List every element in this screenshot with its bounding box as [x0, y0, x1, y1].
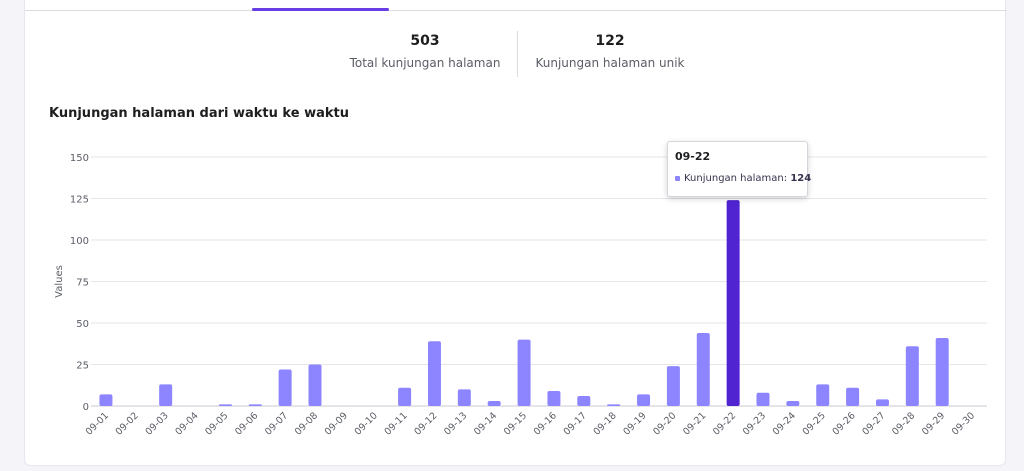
total-visits-value: 503	[410, 33, 440, 49]
tooltip-row: Kunjungan halaman: 124	[675, 173, 811, 184]
x-tick-label: 09-30	[950, 410, 977, 437]
unique-visits-stat: 122 Kunjungan halaman unik	[535, 30, 685, 70]
bar-09-11	[398, 387, 412, 406]
x-tick-label: 09-12	[412, 410, 439, 437]
x-tick-label: 09-21	[681, 410, 708, 437]
x-tick-label: 09-15	[502, 410, 529, 437]
bar-09-03	[159, 384, 173, 406]
x-tick-label: 09-27	[860, 410, 887, 437]
x-tick-label: 09-13	[442, 410, 469, 437]
bar-09-26	[846, 387, 860, 406]
x-tick-label: 09-19	[621, 410, 648, 437]
bar-09-14	[487, 401, 501, 406]
bar-09-13	[457, 389, 471, 406]
x-tick-label: 09-22	[711, 410, 738, 437]
x-tick-label: 09-17	[562, 410, 589, 437]
x-tick-label: 09-11	[382, 410, 409, 437]
bar-09-23	[756, 392, 770, 406]
total-visits-stat: 503 Total kunjungan halaman	[349, 30, 501, 70]
bar-09-12	[427, 341, 441, 406]
tooltip-series-label: Kunjungan halaman:	[684, 173, 788, 184]
x-tick-label: 09-25	[801, 410, 828, 437]
bar-09-22	[726, 200, 740, 406]
x-tick-label: 09-28	[890, 410, 917, 437]
bar-09-05	[218, 404, 232, 406]
bar-09-08	[308, 364, 322, 406]
active-tab-indicator	[252, 8, 389, 11]
bar-09-21	[696, 332, 710, 406]
x-tick-label: 09-02	[114, 410, 141, 437]
unique-visits-value: 122	[595, 33, 625, 49]
bar-09-01	[99, 394, 113, 406]
analytics-card: 503 Total kunjungan halaman 122 Kunjunga…	[24, 0, 1007, 466]
y-tick-label: 50	[76, 319, 89, 330]
bar-09-24	[786, 401, 800, 406]
tooltip-title: 09-22	[675, 150, 711, 163]
y-tick-label: 125	[70, 195, 89, 206]
x-tick-label: 09-07	[263, 410, 290, 437]
y-tick-label: 25	[76, 361, 89, 372]
bar-09-20	[666, 366, 680, 406]
y-tick-label: 0	[83, 402, 89, 413]
y-tick-label: 100	[70, 236, 89, 247]
x-tick-label: 09-14	[472, 410, 499, 437]
tooltip-value: 124	[790, 173, 812, 184]
bar-09-19	[637, 394, 651, 406]
y-tick-label: 150	[70, 153, 89, 164]
total-visits-label: Total kunjungan halaman	[349, 56, 501, 70]
bar-09-06	[248, 404, 262, 406]
bar-09-28	[905, 346, 919, 406]
x-tick-label: 09-08	[293, 410, 320, 437]
x-tick-label: 09-10	[353, 410, 380, 437]
x-tick-label: 09-03	[143, 410, 170, 437]
bar-09-27	[875, 399, 889, 406]
x-tick-label: 09-26	[830, 410, 857, 437]
bar-09-16	[547, 391, 561, 406]
x-tick-label: 09-05	[203, 410, 230, 437]
x-tick-label: 09-20	[651, 410, 678, 437]
bar-09-29	[935, 337, 949, 406]
tooltip-series-marker	[675, 175, 680, 181]
y-tick-label: 75	[76, 278, 89, 289]
x-tick-label: 09-01	[84, 410, 111, 437]
x-tick-label: 09-16	[532, 410, 559, 437]
bar-09-18	[607, 404, 621, 406]
tab-strip	[25, 0, 1007, 11]
x-tick-label: 09-18	[591, 410, 618, 437]
x-tick-label: 09-06	[233, 410, 260, 437]
x-tick-label: 09-04	[173, 410, 200, 437]
bar-09-17	[577, 396, 591, 406]
x-tick-label: 09-23	[741, 410, 768, 437]
stat-divider	[517, 31, 518, 77]
unique-visits-label: Kunjungan halaman unik	[535, 56, 685, 70]
y-axis-label: Values	[54, 265, 65, 298]
x-tick-label: 09-24	[771, 410, 798, 437]
x-tick-label: 09-29	[920, 410, 947, 437]
bar-09-15	[517, 339, 531, 406]
bar-09-25	[816, 384, 830, 406]
chart-tooltip: 09-22 Kunjungan halaman: 124	[667, 141, 811, 197]
x-tick-label: 09-09	[323, 410, 350, 437]
chart-title: Kunjungan halaman dari waktu ke waktu	[49, 106, 349, 121]
bar-09-07	[278, 369, 292, 406]
